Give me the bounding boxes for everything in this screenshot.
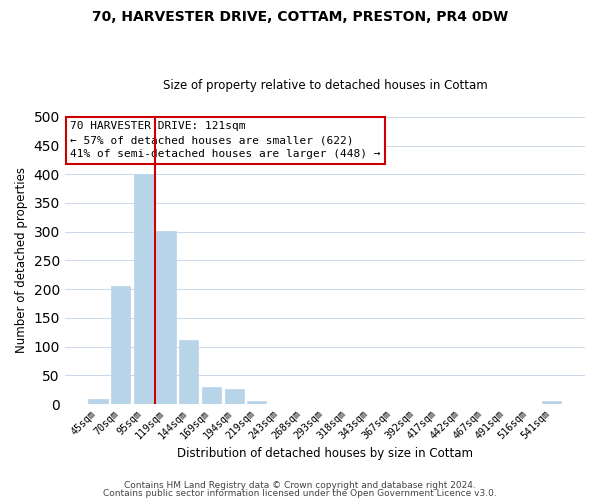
Text: Contains public sector information licensed under the Open Government Licence v3: Contains public sector information licen… [103,488,497,498]
Text: Contains HM Land Registry data © Crown copyright and database right 2024.: Contains HM Land Registry data © Crown c… [124,481,476,490]
Bar [202,387,221,404]
Text: 70 HARVESTER DRIVE: 121sqm
← 57% of detached houses are smaller (622)
41% of sem: 70 HARVESTER DRIVE: 121sqm ← 57% of deta… [70,121,380,159]
Y-axis label: Number of detached properties: Number of detached properties [15,168,28,354]
Bar [224,388,244,404]
Bar [134,174,153,404]
Bar [88,400,108,404]
Bar [247,400,266,404]
X-axis label: Distribution of detached houses by size in Cottam: Distribution of detached houses by size … [177,447,473,460]
Bar [111,286,130,404]
Title: Size of property relative to detached houses in Cottam: Size of property relative to detached ho… [163,79,487,92]
Bar [179,340,199,404]
Bar [542,401,562,404]
Text: 70, HARVESTER DRIVE, COTTAM, PRESTON, PR4 0DW: 70, HARVESTER DRIVE, COTTAM, PRESTON, PR… [92,10,508,24]
Bar [157,230,176,404]
